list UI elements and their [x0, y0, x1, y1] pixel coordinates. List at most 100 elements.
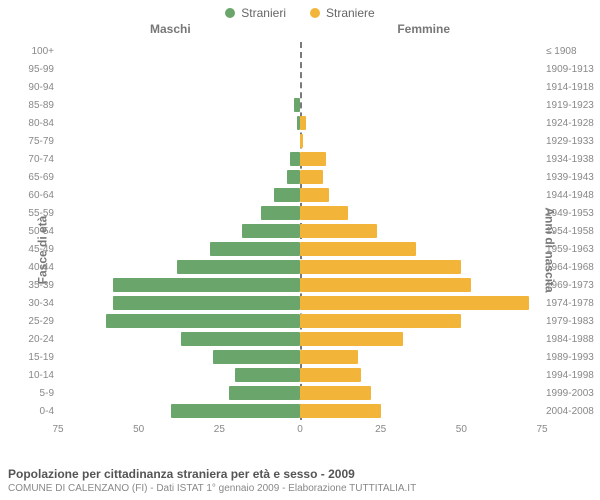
bar-female: [300, 260, 461, 274]
pyramid-row: 70-741934-1938: [58, 150, 542, 168]
x-tick: 25: [214, 424, 225, 435]
bar-female: [300, 386, 371, 400]
pyramid-row: 80-841924-1928: [58, 114, 542, 132]
pyramid-rows: 100+≤ 190895-991909-191390-941914-191885…: [58, 42, 542, 420]
pyramid-row: 5-91999-2003: [58, 384, 542, 402]
pyramid-row: 35-391969-1973: [58, 276, 542, 294]
bar-male: [171, 404, 300, 418]
age-label: 15-19: [10, 352, 54, 363]
bar-male: [177, 260, 300, 274]
bar-female: [300, 314, 461, 328]
legend-swatch-male: [225, 8, 235, 18]
age-label: 40-44: [10, 262, 54, 273]
bar-male: [235, 368, 300, 382]
age-label: 85-89: [10, 100, 54, 111]
birth-year-label: 1964-1968: [546, 262, 598, 273]
birth-year-label: 1919-1923: [546, 100, 598, 111]
age-label: 50-54: [10, 226, 54, 237]
age-label: 35-39: [10, 280, 54, 291]
bar-male: [274, 188, 300, 202]
x-tick: 75: [52, 424, 63, 435]
birth-year-label: ≤ 1908: [546, 46, 598, 57]
pyramid-row: 65-691939-1943: [58, 168, 542, 186]
column-headers: Maschi Femmine: [0, 22, 600, 40]
age-label: 30-34: [10, 298, 54, 309]
pyramid-row: 75-791929-1933: [58, 132, 542, 150]
age-label: 90-94: [10, 82, 54, 93]
age-label: 45-49: [10, 244, 54, 255]
bar-male: [261, 206, 300, 220]
footer-title: Popolazione per cittadinanza straniera p…: [8, 467, 592, 481]
pyramid-row: 100+≤ 1908: [58, 42, 542, 60]
x-tick: 50: [456, 424, 467, 435]
birth-year-label: 1974-1978: [546, 298, 598, 309]
age-label: 60-64: [10, 190, 54, 201]
age-label: 100+: [10, 46, 54, 57]
header-female: Femmine: [397, 22, 450, 36]
pyramid-row: 90-941914-1918: [58, 78, 542, 96]
bar-female: [300, 152, 326, 166]
bar-female: [300, 206, 348, 220]
bar-male: [290, 152, 300, 166]
pyramid-row: 50-541954-1958: [58, 222, 542, 240]
bar-female: [300, 224, 377, 238]
x-axis: 0255075255075: [58, 420, 542, 442]
pyramid-row: 10-141994-1998: [58, 366, 542, 384]
birth-year-label: 1924-1928: [546, 118, 598, 129]
pyramid-row: 45-491959-1963: [58, 240, 542, 258]
bar-male: [181, 332, 300, 346]
birth-year-label: 1929-1933: [546, 136, 598, 147]
age-label: 55-59: [10, 208, 54, 219]
bar-male: [242, 224, 300, 238]
age-label: 20-24: [10, 334, 54, 345]
bar-female: [300, 296, 529, 310]
bar-female: [300, 170, 323, 184]
bar-female: [300, 404, 381, 418]
age-label: 95-99: [10, 64, 54, 75]
bar-male: [287, 170, 300, 184]
bar-male: [113, 278, 300, 292]
bar-female: [300, 242, 416, 256]
age-label: 65-69: [10, 172, 54, 183]
birth-year-label: 1949-1953: [546, 208, 598, 219]
legend-label-female: Straniere: [326, 6, 375, 20]
bar-female: [300, 368, 361, 382]
age-label: 0-4: [10, 406, 54, 417]
bar-male: [229, 386, 300, 400]
pyramid-row: 25-291979-1983: [58, 312, 542, 330]
chart-area: 100+≤ 190895-991909-191390-941914-191885…: [58, 42, 542, 420]
footer: Popolazione per cittadinanza straniera p…: [8, 467, 592, 494]
x-tick: 75: [536, 424, 547, 435]
age-label: 10-14: [10, 370, 54, 381]
birth-year-label: 1939-1943: [546, 172, 598, 183]
bar-female: [300, 134, 303, 148]
bar-female: [300, 188, 329, 202]
pyramid-row: 85-891919-1923: [58, 96, 542, 114]
birth-year-label: 1914-1918: [546, 82, 598, 93]
pyramid-row: 95-991909-1913: [58, 60, 542, 78]
header-male: Maschi: [150, 22, 191, 36]
pyramid-row: 0-42004-2008: [58, 402, 542, 420]
bar-female: [300, 116, 306, 130]
pyramid-row: 20-241984-1988: [58, 330, 542, 348]
birth-year-label: 1954-1958: [546, 226, 598, 237]
legend: Stranieri Straniere: [0, 0, 600, 20]
age-label: 5-9: [10, 388, 54, 399]
age-label: 75-79: [10, 136, 54, 147]
birth-year-label: 1909-1913: [546, 64, 598, 75]
birth-year-label: 1969-1973: [546, 280, 598, 291]
birth-year-label: 1989-1993: [546, 352, 598, 363]
pyramid-row: 60-641944-1948: [58, 186, 542, 204]
birth-year-label: 2004-2008: [546, 406, 598, 417]
legend-label-male: Stranieri: [241, 6, 286, 20]
pyramid-row: 15-191989-1993: [58, 348, 542, 366]
legend-item-male: Stranieri: [225, 6, 286, 20]
birth-year-label: 1959-1963: [546, 244, 598, 255]
age-label: 70-74: [10, 154, 54, 165]
age-label: 25-29: [10, 316, 54, 327]
footer-subtitle: COMUNE DI CALENZANO (FI) - Dati ISTAT 1°…: [8, 483, 592, 494]
bar-male: [213, 350, 300, 364]
bar-female: [300, 332, 403, 346]
birth-year-label: 1934-1938: [546, 154, 598, 165]
legend-swatch-female: [310, 8, 320, 18]
